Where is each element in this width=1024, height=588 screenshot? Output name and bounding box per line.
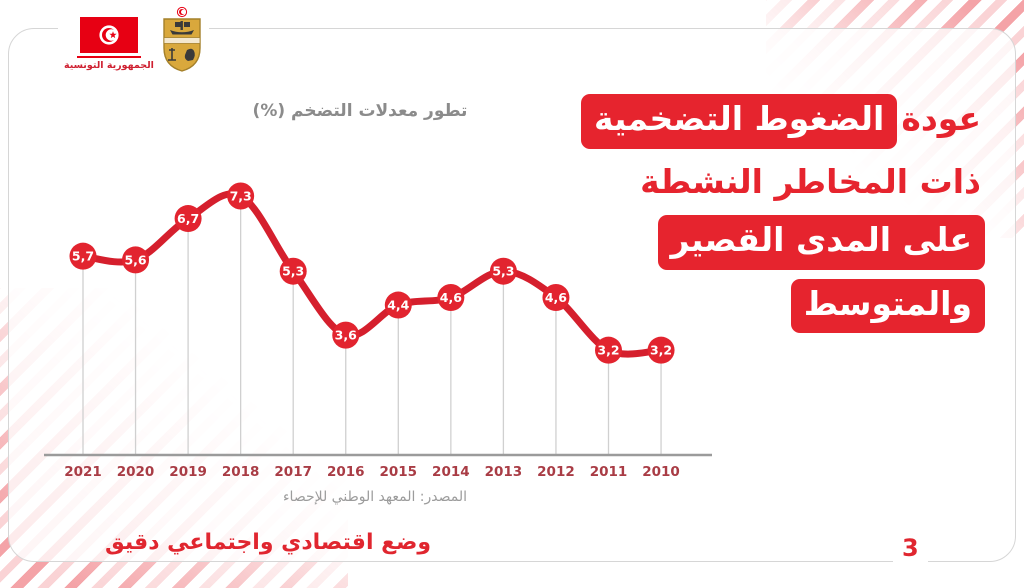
headline-line-4: والمتوسط: [790, 278, 985, 334]
svg-text:5,7: 5,7: [72, 249, 94, 264]
svg-text:2011: 2011: [590, 464, 628, 480]
country-label: الجمهورية التونسية: [64, 60, 154, 71]
tunisia-flag-icon: [79, 17, 138, 53]
headline-highlight: الضغوط التضخمية: [580, 94, 898, 149]
svg-text:2017: 2017: [274, 464, 312, 480]
svg-text:2010: 2010: [642, 464, 680, 480]
flag-underline: [76, 56, 141, 58]
svg-text:7,3: 7,3: [230, 189, 252, 204]
svg-text:2012: 2012: [537, 464, 575, 480]
svg-text:4,6: 4,6: [545, 290, 567, 305]
headline-highlight: والمتوسط: [790, 278, 985, 334]
headline-highlight: على المدى القصير: [657, 215, 985, 270]
page-number: 3: [893, 534, 928, 562]
svg-text:3,2: 3,2: [597, 343, 619, 358]
chart-source: المصدر: المعهد الوطني للإحصاء: [282, 489, 468, 505]
chart-title: تطور معدلات التضخم (%): [252, 101, 468, 121]
headline-line-3: على المدى القصير: [657, 215, 985, 270]
svg-text:2015: 2015: [380, 464, 418, 480]
headline-block: عودةالضغوط التضخمية ذات المخاطر النشطة ع…: [580, 94, 985, 334]
svg-text:6,7: 6,7: [177, 211, 199, 226]
headline-line-2: ذات المخاطر النشطة: [640, 161, 981, 201]
flag-column: الجمهورية التونسية: [64, 6, 154, 71]
brand-block: الجمهورية التونسية: [58, 6, 209, 74]
svg-text:2019: 2019: [169, 464, 207, 480]
headline-plain-text: عودة: [901, 99, 981, 138]
tunisia-coat-of-arms-icon: [163, 6, 201, 72]
svg-text:4,4: 4,4: [387, 298, 409, 313]
svg-text:5,6: 5,6: [124, 252, 146, 267]
svg-text:2014: 2014: [432, 464, 470, 480]
svg-text:2016: 2016: [327, 464, 365, 480]
svg-text:2013: 2013: [485, 464, 523, 480]
footer-caption: وضع اقتصادي واجتماعي دقيق: [105, 530, 432, 555]
svg-text:2018: 2018: [222, 464, 260, 480]
svg-text:5,3: 5,3: [492, 264, 514, 279]
svg-text:4,6: 4,6: [440, 290, 462, 305]
svg-text:2020: 2020: [117, 464, 155, 480]
inflation-line-chart: 5,7 5,6 6,7 7,3 5,3 3,6 4,4 4,6 5,3 4,6 3,2 3,2 2021…: [44, 182, 712, 480]
headline-line-1: عودةالضغوط التضخمية: [580, 94, 985, 149]
svg-text:3,6: 3,6: [335, 328, 357, 343]
chart-area: 5,7 5,6 6,7 7,3 5,3 3,6 4,4 4,6 5,3 4,6 3,2 3,2 2021…: [30, 140, 720, 492]
svg-text:3,2: 3,2: [650, 343, 672, 358]
svg-text:2021: 2021: [64, 464, 102, 480]
svg-text:5,3: 5,3: [282, 264, 304, 279]
